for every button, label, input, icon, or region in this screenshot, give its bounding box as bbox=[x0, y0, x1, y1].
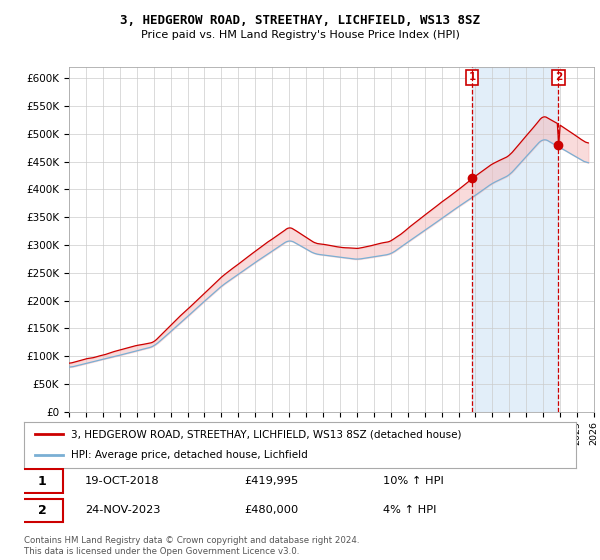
Text: 4% ↑ HPI: 4% ↑ HPI bbox=[383, 505, 436, 515]
Text: 3, HEDGEROW ROAD, STREETHAY, LICHFIELD, WS13 8SZ: 3, HEDGEROW ROAD, STREETHAY, LICHFIELD, … bbox=[120, 14, 480, 27]
Text: Price paid vs. HM Land Registry's House Price Index (HPI): Price paid vs. HM Land Registry's House … bbox=[140, 30, 460, 40]
Text: 24-NOV-2023: 24-NOV-2023 bbox=[85, 505, 160, 515]
Text: Contains HM Land Registry data © Crown copyright and database right 2024.
This d: Contains HM Land Registry data © Crown c… bbox=[24, 536, 359, 556]
Text: HPI: Average price, detached house, Lichfield: HPI: Average price, detached house, Lich… bbox=[71, 450, 308, 460]
Text: 2: 2 bbox=[38, 503, 47, 517]
Text: 1: 1 bbox=[469, 72, 476, 82]
Text: 3, HEDGEROW ROAD, STREETHAY, LICHFIELD, WS13 8SZ (detached house): 3, HEDGEROW ROAD, STREETHAY, LICHFIELD, … bbox=[71, 429, 461, 439]
Text: £419,995: £419,995 bbox=[245, 476, 299, 486]
Text: 2: 2 bbox=[555, 72, 562, 82]
Text: 1: 1 bbox=[38, 474, 47, 488]
Text: £480,000: £480,000 bbox=[245, 505, 299, 515]
FancyBboxPatch shape bbox=[21, 469, 62, 493]
Text: 10% ↑ HPI: 10% ↑ HPI bbox=[383, 476, 443, 486]
FancyBboxPatch shape bbox=[21, 498, 62, 522]
Text: 19-OCT-2018: 19-OCT-2018 bbox=[85, 476, 160, 486]
Bar bbox=[472, 67, 559, 412]
